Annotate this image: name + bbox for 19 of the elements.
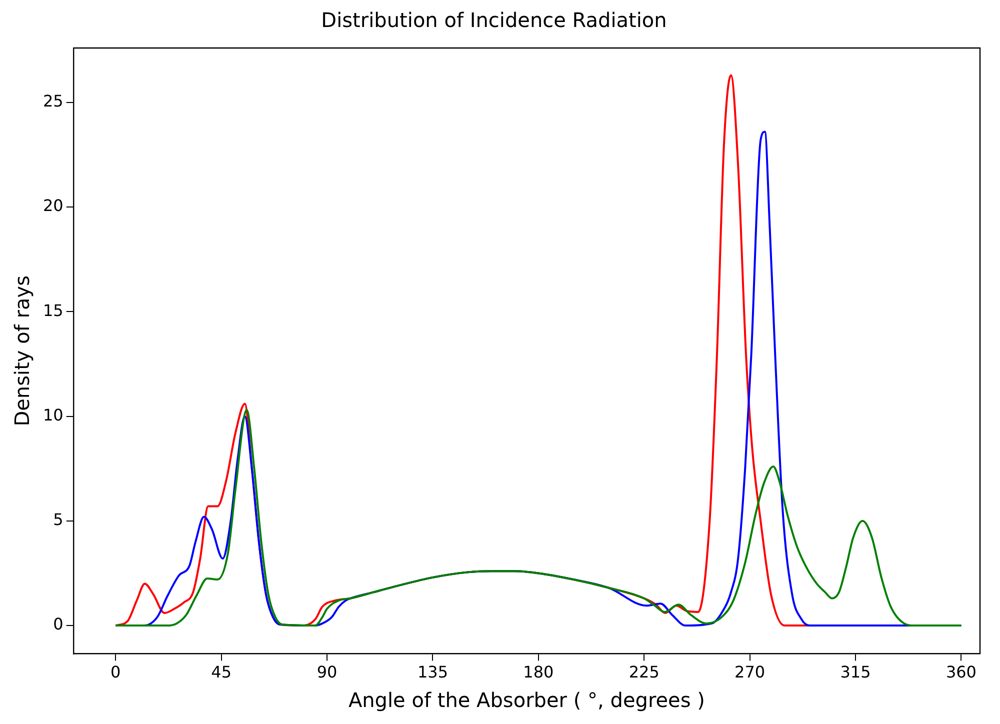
- x-tick-label: 225: [628, 662, 660, 682]
- y-axis-title: Density of rays: [10, 276, 34, 426]
- x-tick-label: 45: [211, 662, 232, 682]
- y-tick-label: 25: [43, 92, 64, 111]
- x-axis-title: Angle of the Absorber ( °, degrees ): [348, 688, 705, 712]
- x-tick-label: 0: [110, 662, 121, 682]
- x-tick-label: 270: [734, 662, 766, 682]
- y-tick-label: 0: [53, 614, 64, 634]
- x-tick-label: 135: [417, 662, 448, 682]
- x-tick-label: 90: [316, 662, 338, 682]
- y-tick-label: 20: [43, 196, 64, 216]
- y-tick-label: 5: [53, 510, 64, 530]
- x-tick-label: 180: [523, 662, 554, 682]
- x-tick-label: 360: [946, 662, 976, 682]
- line-series: [114, 409, 962, 627]
- x-tick-label: 315: [840, 662, 871, 682]
- y-tick-label: 15: [43, 300, 64, 320]
- y-tick-label: 10: [43, 405, 64, 424]
- chart-title: Distribution of Incidence Radiation: [321, 8, 667, 32]
